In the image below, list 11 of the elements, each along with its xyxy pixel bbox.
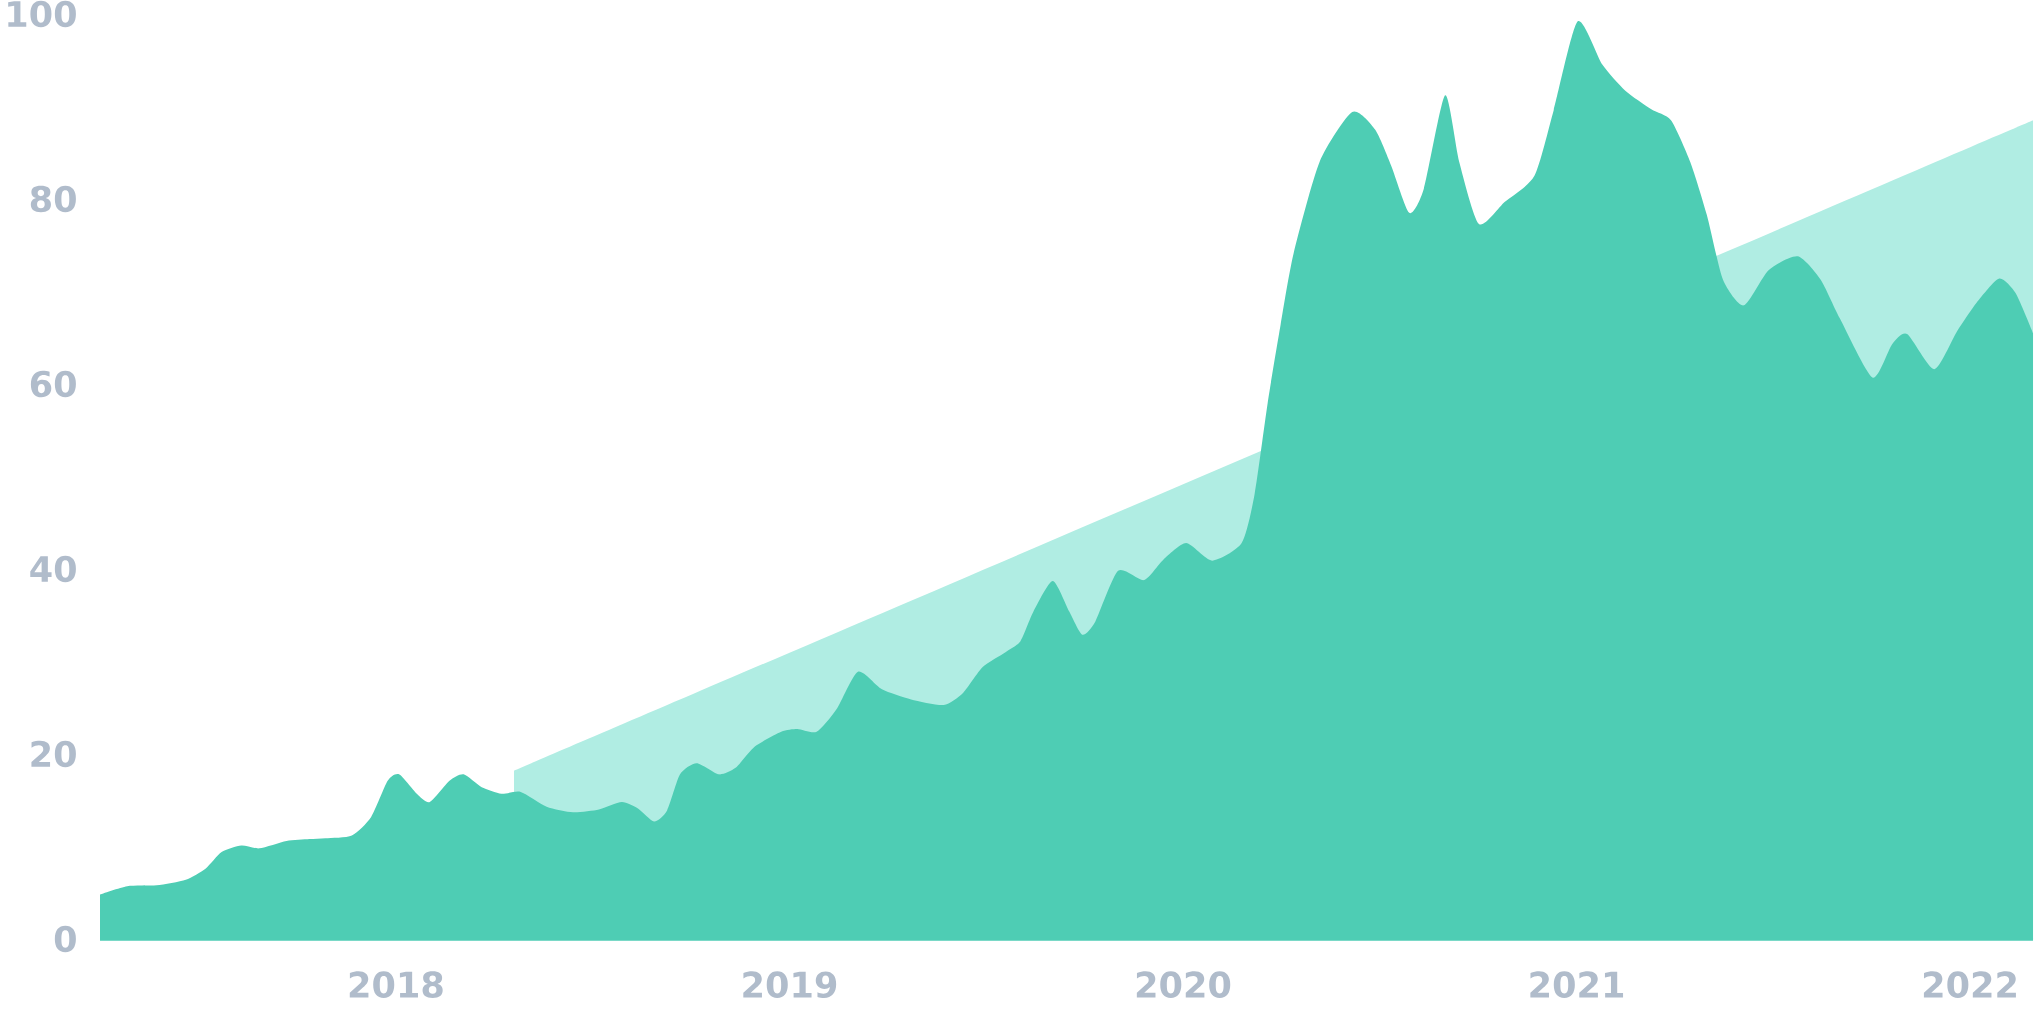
x-tick-label: 2022 [1923, 971, 2016, 998]
y-tick-label: 80 [30, 185, 76, 213]
x-tick-label: 2020 [1136, 971, 1231, 998]
y-tick-label: 40 [30, 555, 76, 583]
y-tick-label: 20 [31, 740, 76, 768]
x-tick-label: 2018 [349, 971, 443, 998]
x-tick-label: 2021 [1530, 971, 1624, 998]
x-tick-label: 2019 [743, 971, 837, 998]
y-tick-label: 100 [8, 0, 76, 28]
y-tick-label: 0 [54, 925, 76, 953]
y-tick-label: 60 [30, 370, 76, 398]
